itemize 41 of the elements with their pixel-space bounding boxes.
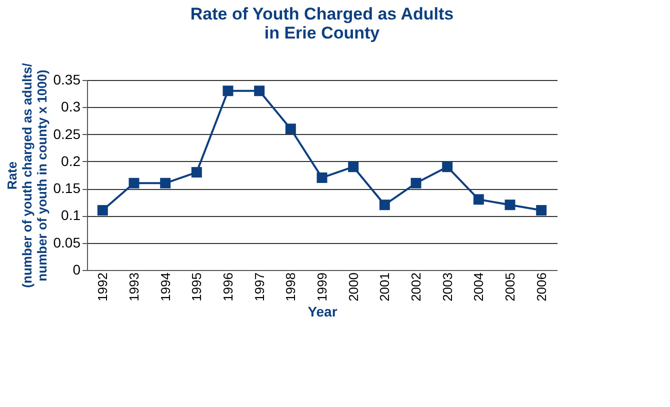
y-tick-label: 0 [72,262,81,278]
y-tick-label: 0.05 [53,234,81,250]
chart-title: Rate of Youth Charged as Adults in Erie County [190,4,454,43]
point [473,194,484,205]
point [348,162,359,172]
x-tick-label: 1995 [189,272,204,302]
y-tick-label: 0.2 [61,152,81,169]
y-tick-label: 0.35 [53,72,81,88]
x-tick-label: 2006 [534,272,549,302]
point [379,200,390,210]
x-tick-label: 1998 [283,272,298,302]
point [222,86,234,96]
point [410,178,422,188]
x-tick-label: 2000 [346,272,361,302]
x-tick-label: 2004 [471,272,486,302]
x-axis-title: Year [308,303,338,320]
point [316,172,328,183]
y-tick-label: 0.15 [53,180,81,196]
x-tick-label: 2001 [377,272,392,302]
y-tick-label: 0.3 [61,98,81,115]
point [191,167,202,178]
point [536,205,547,216]
x-tick-label: 1997 [252,272,267,302]
x-tick-label: 1993 [126,272,142,302]
y-axis-title: Rate (number of youth charged as adults/ number of youth in county x 1000) [4,62,50,288]
point [160,178,171,188]
point [504,200,516,210]
x-tick-label: 1996 [220,272,236,302]
y-tick-label: 0.1 [61,207,81,224]
point [128,178,140,188]
y-tick-label: 0.25 [53,126,81,142]
point [285,124,296,134]
point [254,86,265,96]
x-tick-label: 2002 [408,272,424,302]
x-tick-label: 1999 [314,272,330,302]
x-tick-label: 1994 [158,272,173,302]
x-tick-label: 2003 [440,272,455,302]
x-tick-label: 1992 [95,272,110,302]
point [442,162,453,172]
point [97,205,108,216]
x-tick-label: 2005 [502,272,518,302]
